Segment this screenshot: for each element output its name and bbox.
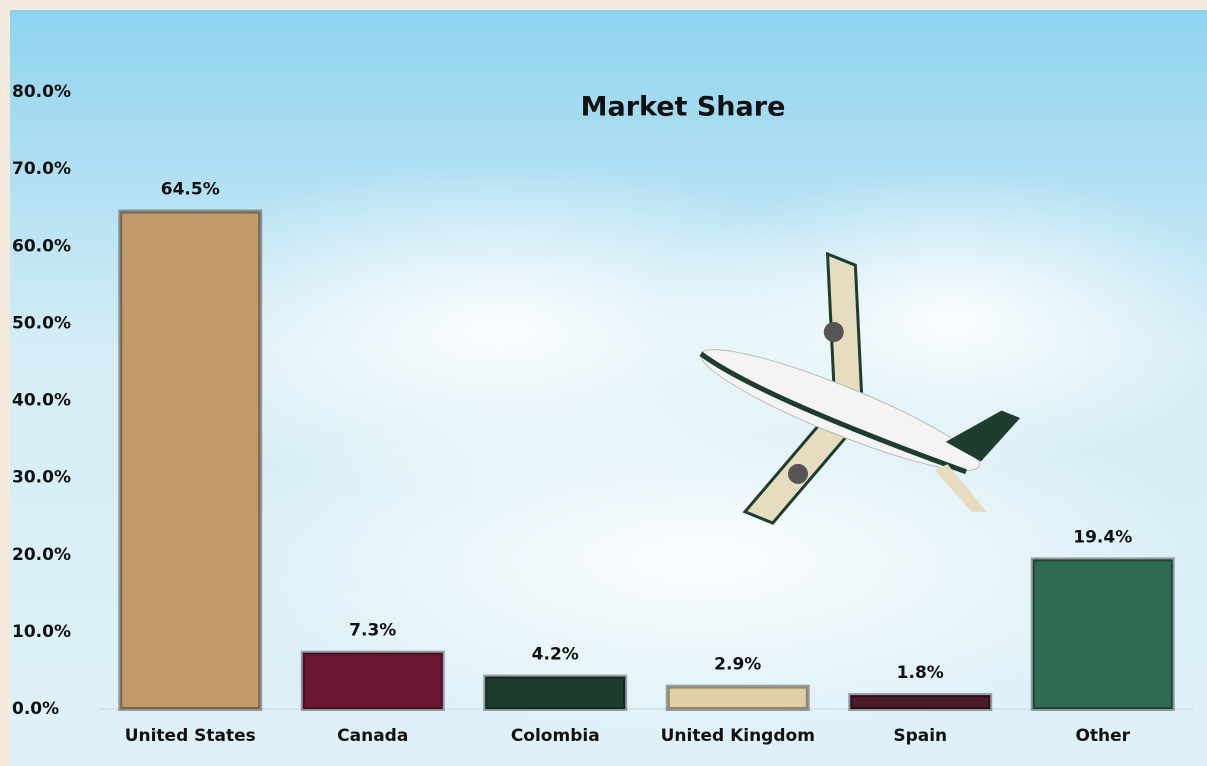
bar (118, 209, 263, 711)
y-tick-label: 10.0% (12, 622, 71, 642)
y-tick-label: 80.0% (12, 82, 71, 102)
y-tick-label: 50.0% (12, 313, 71, 333)
y-tick-label: 20.0% (12, 545, 71, 565)
y-tick-label: 0.0% (12, 699, 59, 719)
y-tick-label: 70.0% (12, 159, 71, 179)
bar (483, 674, 628, 711)
data-label: 1.8% (897, 663, 944, 683)
data-label: 19.4% (1073, 527, 1132, 547)
y-tick-label: 30.0% (12, 468, 71, 488)
data-label: 64.5% (161, 180, 220, 200)
airplane (699, 251, 1021, 525)
chart-title: Market Share (581, 92, 786, 123)
x-tick-label: Other (1075, 726, 1130, 746)
x-tick-label: Spain (893, 726, 947, 746)
bar (848, 693, 993, 711)
x-tick-label: Canada (337, 726, 408, 746)
bar (300, 650, 445, 711)
bar (665, 684, 810, 711)
y-tick-label: 40.0% (12, 391, 71, 411)
y-tick-label: 60.0% (12, 236, 71, 256)
data-label: 7.3% (349, 621, 396, 641)
x-tick-label: United States (125, 726, 256, 746)
data-label: 2.9% (714, 655, 761, 675)
bar (1030, 557, 1175, 711)
x-tick-label: United Kingdom (661, 726, 815, 746)
x-tick-label: Colombia (511, 726, 600, 746)
data-label: 4.2% (532, 645, 579, 665)
